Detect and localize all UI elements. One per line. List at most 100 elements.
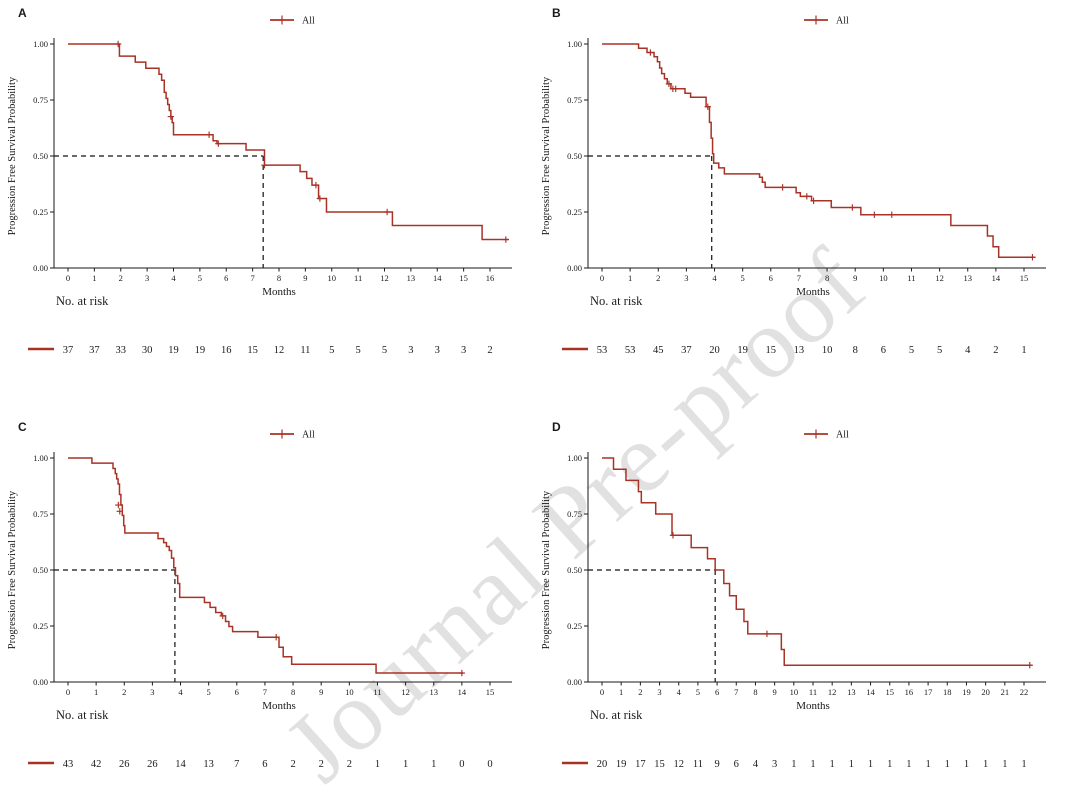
svg-text:43: 43: [63, 759, 74, 770]
svg-text:4: 4: [712, 273, 717, 283]
svg-text:1: 1: [887, 759, 892, 770]
svg-text:8: 8: [853, 345, 858, 356]
svg-text:1.00: 1.00: [33, 39, 48, 49]
svg-text:0.25: 0.25: [33, 621, 48, 631]
median-dashed-lines: [588, 569, 716, 682]
panel-d: D All 1.00 0.75 0.50 0.25 0.00 0 1 2 3 4 5 6 7 8 9 10 11 12…: [534, 396, 1068, 792]
svg-text:1: 1: [945, 759, 950, 770]
svg-text:15: 15: [766, 345, 777, 356]
svg-text:3: 3: [145, 273, 149, 283]
svg-text:5: 5: [909, 345, 914, 356]
at-risk-row: 53 53 45 37 20 19 15 13 10 8 6 5 5 4 2 1: [562, 345, 1027, 356]
svg-text:1: 1: [628, 273, 632, 283]
legend-label: All: [836, 430, 849, 441]
at-risk-row: 43 42 26 26 14 13 7 6 2 2 2 1 1 1 0 0: [28, 759, 493, 770]
svg-text:10: 10: [345, 687, 354, 697]
svg-text:1: 1: [1021, 345, 1026, 356]
svg-text:17: 17: [635, 759, 646, 770]
censor-marks: [647, 49, 1036, 261]
svg-text:4: 4: [753, 759, 759, 770]
svg-text:14: 14: [175, 759, 186, 770]
svg-text:5: 5: [356, 345, 361, 356]
median-dashed-lines: [54, 569, 176, 682]
panel-c: C All 1.00 0.75 0.50 0.25 0.00 0 1 2 3 4 5 6 7 8 9 10 11 12…: [0, 396, 534, 792]
svg-text:20: 20: [597, 759, 608, 770]
svg-text:5: 5: [937, 345, 942, 356]
svg-text:15: 15: [654, 759, 665, 770]
svg-text:2: 2: [319, 759, 324, 770]
svg-text:12: 12: [673, 759, 684, 770]
svg-text:37: 37: [89, 345, 100, 356]
svg-text:2: 2: [487, 345, 492, 356]
axes: [53, 38, 512, 269]
x-axis-ticks: 0 1 2 3 4 5 6 7 8 9 10 11 12 13 14 15: [66, 682, 494, 697]
svg-text:1.00: 1.00: [567, 39, 582, 49]
svg-text:13: 13: [794, 345, 805, 356]
svg-text:5: 5: [198, 273, 202, 283]
svg-text:10: 10: [790, 687, 799, 697]
svg-text:0.75: 0.75: [33, 509, 48, 519]
y-axis-title: Progression Free Survival Probability: [7, 490, 18, 649]
svg-text:2: 2: [656, 273, 660, 283]
svg-text:15: 15: [247, 345, 258, 356]
svg-text:8: 8: [291, 687, 295, 697]
svg-text:1: 1: [810, 759, 815, 770]
axes: [587, 38, 1046, 269]
svg-text:0.00: 0.00: [33, 677, 48, 687]
svg-text:0: 0: [66, 687, 70, 697]
svg-text:0: 0: [600, 273, 604, 283]
svg-text:6: 6: [881, 345, 886, 356]
x-axis-title: Months: [796, 700, 830, 712]
svg-text:0: 0: [487, 759, 492, 770]
legend: All: [804, 429, 849, 441]
svg-text:14: 14: [433, 273, 442, 283]
svg-text:0.25: 0.25: [33, 207, 48, 217]
x-axis-ticks: 0 1 2 3 4 5 6 7 8 9 10 11 12 13 14 15: [600, 268, 1028, 283]
svg-text:1: 1: [849, 759, 854, 770]
svg-text:3: 3: [435, 345, 440, 356]
svg-text:0.75: 0.75: [33, 95, 48, 105]
svg-text:7: 7: [734, 687, 738, 697]
svg-text:3: 3: [408, 345, 413, 356]
svg-text:7: 7: [263, 687, 267, 697]
svg-text:9: 9: [853, 273, 857, 283]
survival-curve: [68, 43, 509, 241]
svg-text:1: 1: [619, 687, 623, 697]
svg-text:21: 21: [1001, 687, 1010, 697]
svg-text:6: 6: [734, 759, 739, 770]
svg-text:12: 12: [935, 273, 944, 283]
panel-b: B All 1.00 0.75 0.50 0.25 0.00 0 1 2 3 4 5 6 7 8 9 10 11 12…: [534, 0, 1068, 396]
svg-text:0.75: 0.75: [567, 95, 582, 105]
svg-text:53: 53: [625, 345, 636, 356]
svg-text:7: 7: [234, 759, 239, 770]
svg-text:1: 1: [868, 759, 873, 770]
svg-text:4: 4: [965, 345, 971, 356]
median-dashed-lines: [588, 155, 713, 268]
svg-text:6: 6: [235, 687, 239, 697]
svg-text:13: 13: [847, 687, 856, 697]
svg-text:8: 8: [825, 273, 829, 283]
svg-text:2: 2: [122, 687, 126, 697]
svg-text:5: 5: [696, 687, 700, 697]
svg-text:11: 11: [373, 687, 381, 697]
axes: [587, 452, 1046, 683]
svg-text:6: 6: [715, 687, 719, 697]
svg-text:30: 30: [142, 345, 153, 356]
svg-text:1: 1: [925, 759, 930, 770]
svg-text:4: 4: [178, 687, 183, 697]
svg-text:1: 1: [403, 759, 408, 770]
svg-text:19: 19: [168, 345, 179, 356]
svg-text:10: 10: [879, 273, 888, 283]
svg-text:19: 19: [616, 759, 627, 770]
svg-text:1: 1: [791, 759, 796, 770]
svg-text:37: 37: [63, 345, 74, 356]
svg-text:0.00: 0.00: [567, 677, 582, 687]
panel-a: A All 1.00 0.75 0.50 0.25 0.00 0 1 2 3 4 5 6 7 8 9 10 11 12…: [0, 0, 534, 396]
svg-text:18: 18: [943, 687, 952, 697]
svg-text:12: 12: [380, 273, 389, 283]
censor-marks: [114, 40, 510, 243]
svg-text:12: 12: [828, 687, 837, 697]
